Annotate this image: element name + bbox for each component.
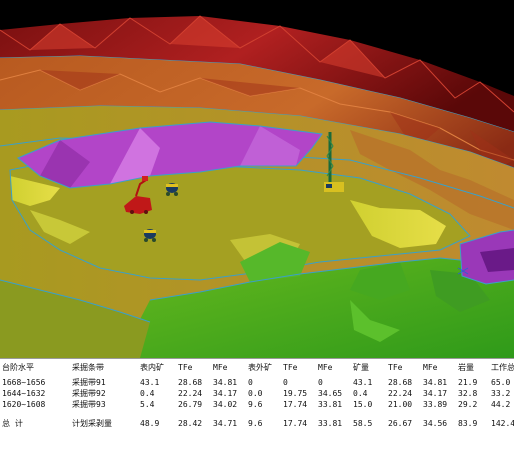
cursor-cross-marker	[457, 267, 469, 275]
table-cell: 34.81	[423, 378, 448, 387]
green-bench-lower-right	[120, 242, 514, 358]
table-body: 台阶水平 采掘条带 表内矿 TFe MFe 表外矿 TFe MFe 矿量 TFe MFe 岩量 工作总 1…	[0, 359, 514, 432]
table-cell: 33.2	[491, 389, 511, 398]
table-cell: 44.2	[491, 400, 511, 409]
column-header: TFe	[388, 363, 403, 372]
table-cell: 0	[318, 378, 323, 387]
truck-icon[interactable]	[144, 229, 156, 242]
table-cell: 5.4	[140, 400, 155, 409]
table-cell: 计划采剥量	[72, 419, 112, 428]
table-cell: 26.79	[178, 400, 203, 409]
table-cell: 21.9	[458, 378, 478, 387]
table-cell: 1668~1656	[2, 378, 46, 387]
table-cell: 29.2	[458, 400, 478, 409]
table-cell: 33.89	[423, 400, 448, 409]
column-header: TFe	[283, 363, 298, 372]
mining-plan-summary-panel: 台阶水平 采掘条带 表内矿 TFe MFe 表外矿 TFe MFe 矿量 TFe MFe 岩量 工作总 1…	[0, 358, 514, 452]
column-header: MFe	[318, 363, 333, 372]
column-header: TFe	[178, 363, 193, 372]
table-cell: 0.4	[353, 389, 368, 398]
table-cell: 17.74	[283, 419, 308, 428]
table-cell: 26.67	[388, 419, 413, 428]
table-cell: 48.9	[140, 419, 160, 428]
header-row: 台阶水平 采掘条带 表内矿 TFe MFe 表外矿 TFe MFe 矿量 TFe MFe 岩量 工作总	[0, 359, 514, 377]
column-header: 表内矿	[140, 363, 164, 372]
table-cell: 9.6	[248, 419, 263, 428]
table-cell: 0.4	[140, 389, 155, 398]
column-header: 表外矿	[248, 363, 272, 372]
drill-rig-icon[interactable]	[324, 132, 344, 192]
table-cell: 43.1	[140, 378, 160, 387]
excavator-icon[interactable]	[124, 176, 152, 214]
open-pit-3d-view[interactable]	[0, 0, 514, 358]
table-cell: 采掘带91	[72, 378, 106, 387]
table-cell: 34.71	[213, 419, 238, 428]
table-cell: 28.42	[178, 419, 203, 428]
table-cell: 9.6	[248, 400, 263, 409]
table-cell: 采掘带92	[72, 389, 106, 398]
table-cell: 28.68	[178, 378, 203, 387]
table-row: 1644~1632 采掘带92 0.4 22.24 34.17 0.0 19.75 34.65…	[0, 388, 514, 399]
table-cell: 0.0	[248, 389, 263, 398]
table-cell: 1620~1608	[2, 400, 46, 409]
table-cell: 34.17	[213, 389, 238, 398]
table-row: 1620~1608 采掘带93 5.4 26.79 34.02 9.6 17.74 33.81…	[0, 399, 514, 410]
table-cell: 34.56	[423, 419, 448, 428]
table-cell: 34.81	[213, 378, 238, 387]
table-cell: 28.68	[388, 378, 413, 387]
total-row: 总 计 计划采剥量 48.9 28.42 34.71 9.6 17.74 33.81 58.5 2…	[0, 416, 514, 432]
table-cell: 34.65	[318, 389, 343, 398]
table-cell: 34.17	[423, 389, 448, 398]
column-header: 台阶水平	[2, 363, 34, 372]
column-header: 矿量	[353, 363, 369, 372]
ore-body-polygon-right	[459, 229, 514, 285]
table-cell: 34.02	[213, 400, 238, 409]
table-cell: 43.1	[353, 378, 373, 387]
column-header: MFe	[213, 363, 228, 372]
table-cell: 22.24	[388, 389, 413, 398]
table-cell: 0	[283, 378, 288, 387]
ore-body-polygon-left	[17, 121, 323, 189]
table-cell: 总 计	[2, 419, 23, 428]
table-cell: 33.81	[318, 400, 343, 409]
column-header: 工作总	[491, 363, 514, 372]
table-cell: 15.0	[353, 400, 373, 409]
table-cell: 142.4	[491, 419, 514, 428]
mining-plan-table: 台阶水平 采掘条带 表内矿 TFe MFe 表外矿 TFe MFe 矿量 TFe MFe 岩量 工作总 1…	[0, 359, 514, 432]
loader-icon[interactable]	[166, 183, 178, 196]
table-row: 1668~1656 采掘带91 43.1 28.68 34.81 0 0 0 43.1 28.68…	[0, 377, 514, 388]
column-header: 采掘条带	[72, 363, 104, 372]
table-cell: 33.81	[318, 419, 343, 428]
table-cell: 21.00	[388, 400, 413, 409]
table-cell: 58.5	[353, 419, 373, 428]
table-cell: 采掘带93	[72, 400, 106, 409]
table-cell: 83.9	[458, 419, 478, 428]
table-cell: 0	[248, 378, 253, 387]
column-header: 岩量	[458, 363, 474, 372]
lower-left-bench	[0, 279, 151, 358]
table-cell: 1644~1632	[2, 389, 46, 398]
table-cell: 17.74	[283, 400, 308, 409]
table-cell: 19.75	[283, 389, 308, 398]
table-cell: 22.24	[178, 389, 203, 398]
table-cell: 32.8	[458, 389, 478, 398]
column-header: MFe	[423, 363, 438, 372]
table-cell: 65.0	[491, 378, 511, 387]
